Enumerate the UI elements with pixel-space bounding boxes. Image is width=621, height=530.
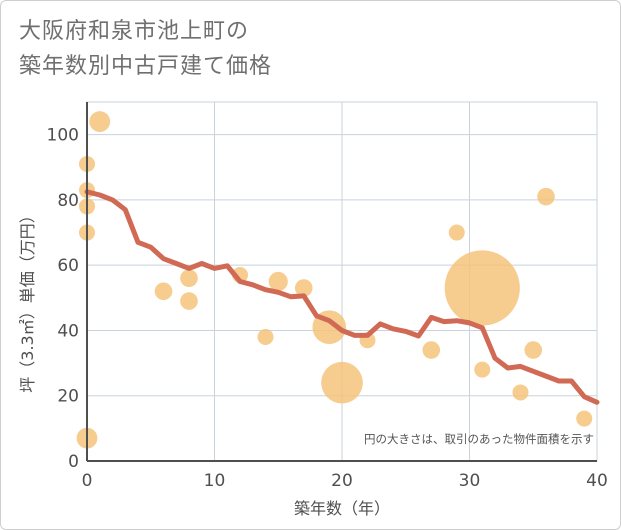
data-point-11 — [268, 271, 288, 292]
data-point-6 — [154, 282, 173, 301]
y-tick-label-1: 20 — [57, 387, 79, 407]
data-point-21 — [524, 341, 543, 359]
y-tick-label-2: 40 — [57, 321, 79, 341]
data-point-16 — [422, 341, 441, 359]
x-tick-label-0: 0 — [82, 471, 93, 491]
trend-line — [84, 189, 600, 405]
data-point-10 — [257, 328, 274, 345]
tick-labels: 0 10 20 30 40 0 20 40 60 80 100 — [47, 126, 608, 491]
data-point-19 — [444, 250, 520, 326]
x-tick-label-3: 30 — [459, 471, 481, 491]
data-point-8 — [180, 292, 198, 310]
data-point-14 — [321, 361, 363, 404]
size-annotation: 円の大きさは、取引のあった物件面積を示す — [364, 432, 594, 446]
x-tick-label-4: 40 — [586, 471, 608, 491]
y-axis-title: 坪（3.3㎡）単価（万円） — [18, 207, 37, 392]
y-tick-label-0: 0 — [68, 452, 79, 472]
chart-title: 大阪府和泉市池上町の 築年数別中古戸建て価格 — [19, 14, 272, 84]
chart-title-line-2: 築年数別中古戸建て価格 — [19, 54, 273, 79]
x-axis-title: 築年数（年） — [294, 499, 390, 518]
data-point-5 — [89, 111, 111, 132]
y-tick-label-3: 60 — [57, 256, 79, 276]
data-point-12 — [294, 279, 313, 297]
data-point-23 — [576, 410, 593, 427]
x-tick-label-2: 20 — [331, 471, 353, 491]
data-point-17 — [448, 224, 465, 241]
x-tick-label-1: 10 — [204, 471, 226, 491]
axes — [86, 102, 597, 462]
data-point-18 — [474, 361, 491, 378]
trend-line-group — [84, 189, 600, 405]
chart-title-line-1: 大阪府和泉市池上町の — [19, 19, 250, 44]
data-point-7 — [180, 269, 198, 288]
y-tick-label-4: 80 — [57, 191, 79, 211]
y-tick-label-5: 100 — [47, 126, 79, 146]
data-point-20 — [512, 384, 529, 401]
data-point-22 — [537, 187, 555, 206]
